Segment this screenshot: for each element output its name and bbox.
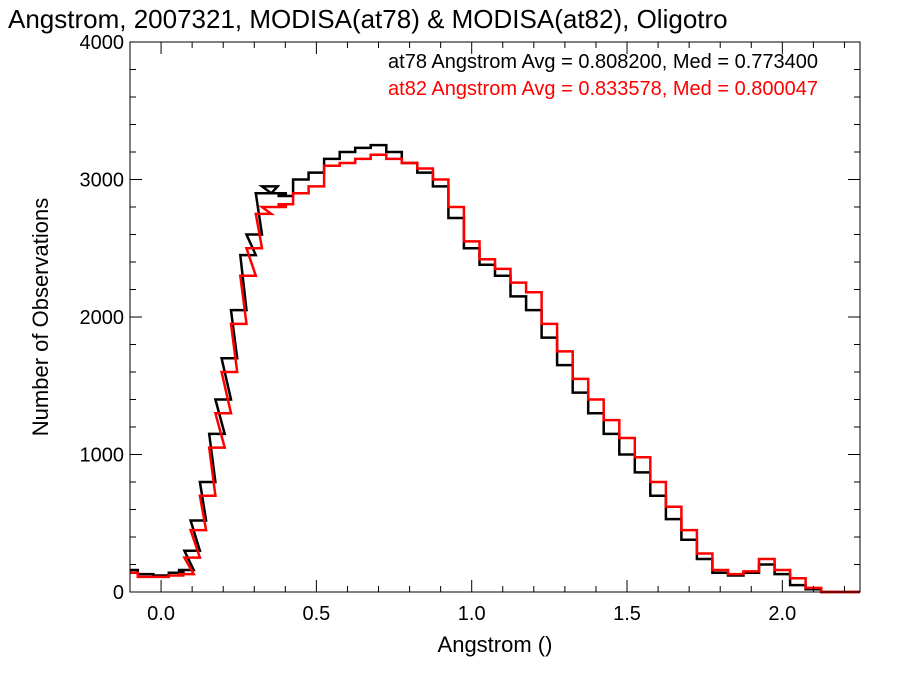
- series-line-0: [130, 143, 860, 594]
- y-tick-label: 4000: [80, 32, 125, 54]
- stats-annotation-at82: at82 Angstrom Avg = 0.833578, Med = 0.80…: [388, 78, 818, 100]
- x-tick-label: 1.5: [613, 603, 641, 625]
- x-tick-label: 0.0: [147, 603, 175, 625]
- y-axis: 0 1000 2000 3000 4000: [80, 32, 860, 604]
- plot-area: [130, 143, 860, 594]
- x-tick-label: 0.5: [302, 603, 330, 625]
- y-axis-label: Number of Observations: [28, 198, 53, 436]
- y-tick-label: 1000: [80, 445, 125, 467]
- chart-title: Angstrom, 2007321, MODISA(at78) & MODISA…: [8, 4, 728, 34]
- x-tick-label: 2.0: [768, 603, 796, 625]
- x-axis: 0.0 0.5 1.0 1.5 2.0: [129, 42, 845, 625]
- y-tick-label: 0: [113, 582, 124, 604]
- y-tick-label: 3000: [80, 170, 125, 192]
- x-tick-label: 1.0: [458, 603, 486, 625]
- series-line-1: [130, 153, 860, 594]
- x-axis-label: Angstrom (): [438, 632, 553, 657]
- plot-frame: [129, 41, 861, 593]
- stats-annotation-at78: at78 Angstrom Avg = 0.808200, Med = 0.77…: [388, 51, 818, 73]
- y-tick-label: 2000: [80, 307, 125, 329]
